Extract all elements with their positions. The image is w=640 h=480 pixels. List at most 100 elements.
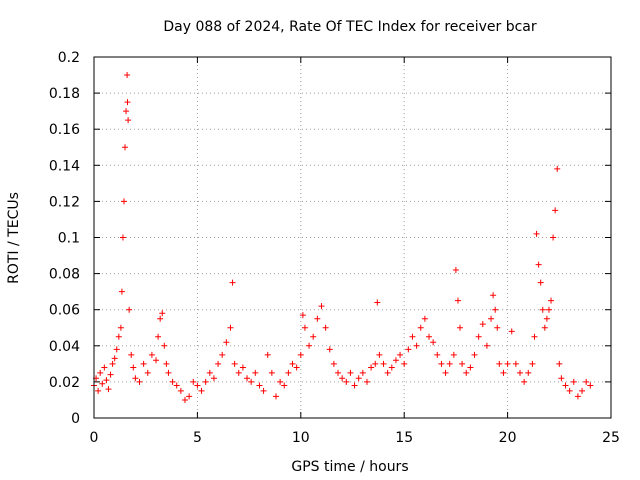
y-tick-labels: 0 0.02 0.04 0.06 0.08 0.1 0.12 0.14 0.16 0.18 0.2: [49, 50, 80, 427]
data-point: [548, 297, 555, 304]
data-point: [202, 378, 209, 385]
data-point: [457, 324, 464, 331]
data-point: [471, 351, 478, 358]
y-tick-label: 0.16: [49, 122, 80, 138]
data-point: [570, 378, 577, 385]
data-point: [479, 321, 486, 328]
data-point: [244, 375, 251, 382]
data-point: [111, 355, 118, 362]
data-point: [285, 369, 292, 376]
data-point: [430, 339, 437, 346]
data-point: [438, 360, 445, 367]
data-point: [562, 382, 569, 389]
data-point: [405, 346, 412, 353]
data-point: [434, 351, 441, 358]
data-point: [314, 315, 321, 322]
x-tick-label: 20: [499, 430, 517, 446]
data-points: [91, 72, 594, 403]
data-point: [161, 342, 168, 349]
data-point: [299, 312, 306, 319]
data-point: [539, 306, 546, 313]
data-point: [531, 333, 538, 340]
data-point: [397, 351, 404, 358]
data-point: [165, 369, 172, 376]
data-point: [239, 364, 246, 371]
data-point: [194, 382, 201, 389]
data-point: [277, 378, 284, 385]
data-point: [306, 342, 313, 349]
y-axis-label: ROTI / TECUs: [6, 192, 22, 284]
x-axis-label: GPS time / hours: [291, 459, 408, 475]
data-point: [198, 387, 205, 394]
data-point: [136, 378, 143, 385]
data-point: [413, 342, 420, 349]
data-point: [95, 387, 102, 394]
data-point: [368, 364, 375, 371]
data-point: [339, 375, 346, 382]
data-point: [363, 378, 370, 385]
data-point: [490, 292, 497, 299]
data-point: [103, 377, 110, 384]
data-point: [248, 378, 255, 385]
data-point: [126, 306, 133, 313]
data-point: [525, 369, 532, 376]
data-point: [442, 369, 449, 376]
data-point: [132, 375, 139, 382]
data-point: [169, 378, 176, 385]
data-point: [401, 360, 408, 367]
data-point: [107, 371, 114, 378]
data-point: [155, 333, 162, 340]
data-point: [535, 261, 542, 268]
data-point: [210, 375, 217, 382]
data-point: [190, 378, 197, 385]
data-point: [123, 108, 130, 115]
y-tick-label: 0.1: [58, 231, 80, 247]
data-point: [256, 382, 263, 389]
data-point: [343, 378, 350, 385]
data-point: [541, 324, 548, 331]
data-point: [113, 346, 120, 353]
data-point: [281, 382, 288, 389]
data-point: [128, 351, 135, 358]
axis-ticks: [93, 56, 612, 419]
data-point: [496, 360, 503, 367]
data-point: [492, 306, 499, 313]
data-point: [140, 360, 147, 367]
data-point: [552, 207, 559, 214]
data-point: [450, 351, 457, 358]
data-point: [554, 165, 561, 172]
data-point: [130, 364, 137, 371]
data-point: [463, 369, 470, 376]
data-point: [372, 360, 379, 367]
data-point: [310, 333, 317, 340]
y-tick-label: 0: [71, 411, 80, 427]
data-point: [351, 382, 358, 389]
data-point: [566, 387, 573, 394]
y-tick-label: 0.02: [49, 375, 80, 391]
data-point: [330, 360, 337, 367]
data-point: [359, 369, 366, 376]
data-point: [148, 351, 155, 358]
data-point: [421, 315, 428, 322]
data-point: [181, 396, 188, 403]
data-point: [467, 364, 474, 371]
data-point: [144, 369, 151, 376]
data-point: [587, 382, 594, 389]
x-tick-label: 25: [602, 430, 620, 446]
data-point: [124, 72, 131, 79]
data-point: [417, 324, 424, 331]
data-point: [289, 360, 296, 367]
data-point: [500, 369, 507, 376]
data-point: [223, 339, 230, 346]
y-tick-label: 0.04: [49, 339, 80, 355]
data-point: [173, 382, 180, 389]
data-point: [545, 306, 552, 313]
data-point: [97, 369, 104, 376]
data-point: [504, 360, 511, 367]
data-point: [537, 279, 544, 286]
data-point: [122, 144, 129, 151]
data-point: [272, 393, 279, 400]
y-tick-label: 0.18: [49, 86, 80, 102]
data-point: [318, 303, 325, 310]
